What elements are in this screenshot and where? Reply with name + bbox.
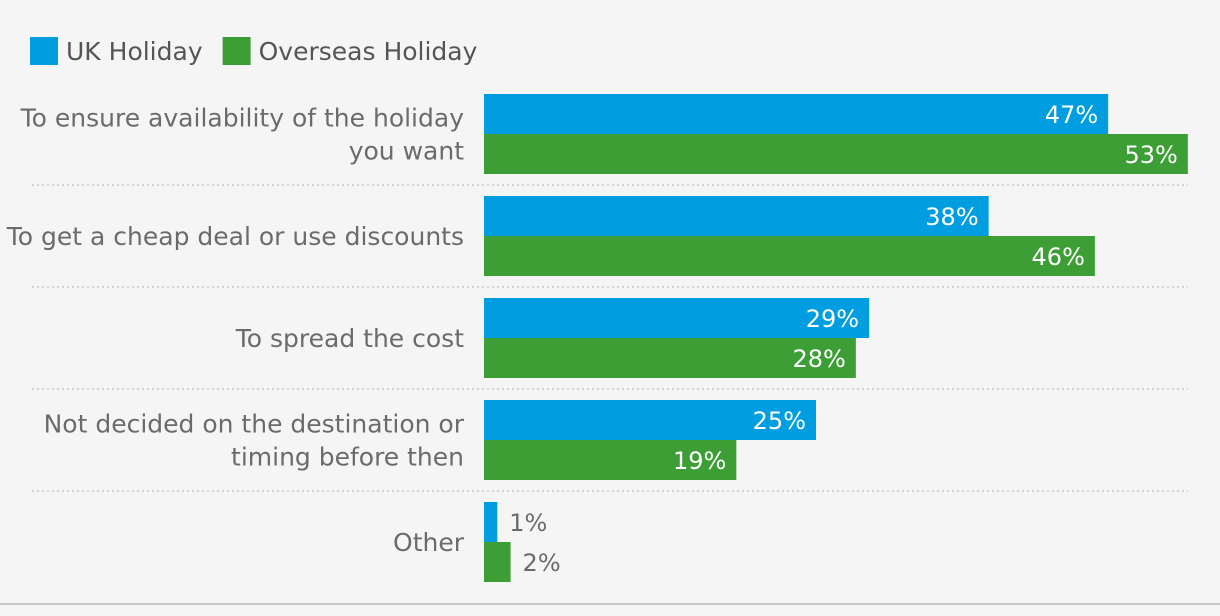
bar-uk-holiday-category-2: [484, 196, 989, 236]
bar-overseas-holiday-category-5: [484, 542, 511, 582]
bars: 47% 53% 38% 46% 29% 28% 25% 19% 1% 2%: [484, 94, 1188, 582]
category-4-label-line: timing before then: [231, 443, 464, 472]
value-label-uk-holiday-category-4: 25%: [753, 407, 806, 435]
legend-swatch-uk-holiday: [30, 37, 58, 65]
value-label-uk-holiday-category-3: 29%: [806, 305, 859, 333]
category-3-label-line: To spread the cost: [235, 324, 464, 353]
bar-uk-holiday-category-1: [484, 94, 1108, 134]
category-4-label: Not decided on the destination or timing …: [44, 410, 465, 472]
legend: UK Holiday Overseas Holiday: [30, 37, 478, 66]
category-3-label: To spread the cost: [235, 324, 464, 353]
value-label-overseas-holiday-category-5: 2%: [523, 549, 561, 577]
value-label-uk-holiday-category-5: 1%: [509, 509, 547, 537]
value-label-overseas-holiday-category-2: 46%: [1032, 243, 1085, 271]
legend-swatch-overseas-holiday: [223, 37, 251, 65]
value-label-overseas-holiday-category-1: 53%: [1124, 141, 1177, 169]
bar-uk-holiday-category-5: [484, 502, 497, 542]
value-label-uk-holiday-category-1: 47%: [1045, 101, 1098, 129]
bar-overseas-holiday-category-2: [484, 236, 1095, 276]
category-1-label-line: To ensure availability of the holiday: [20, 104, 465, 133]
category-1-label: To ensure availability of the holiday you…: [20, 104, 465, 166]
value-label-overseas-holiday-category-4: 19%: [673, 447, 726, 475]
legend-label-overseas-holiday: Overseas Holiday: [259, 37, 478, 66]
category-2-label: To get a cheap deal or use discounts: [6, 222, 464, 251]
category-labels: To ensure availability of the holiday you…: [6, 104, 465, 558]
category-5-label: Other: [393, 528, 465, 557]
value-label-uk-holiday-category-2: 38%: [925, 203, 978, 231]
category-4-label-line: Not decided on the destination or: [44, 410, 465, 439]
category-2-label-line: To get a cheap deal or use discounts: [6, 222, 464, 251]
category-5-label-line: Other: [393, 528, 465, 557]
category-1-label-line: you want: [349, 137, 464, 166]
value-label-overseas-holiday-category-3: 28%: [792, 345, 845, 373]
bar-overseas-holiday-category-1: [484, 134, 1188, 174]
legend-label-uk-holiday: UK Holiday: [66, 37, 203, 66]
